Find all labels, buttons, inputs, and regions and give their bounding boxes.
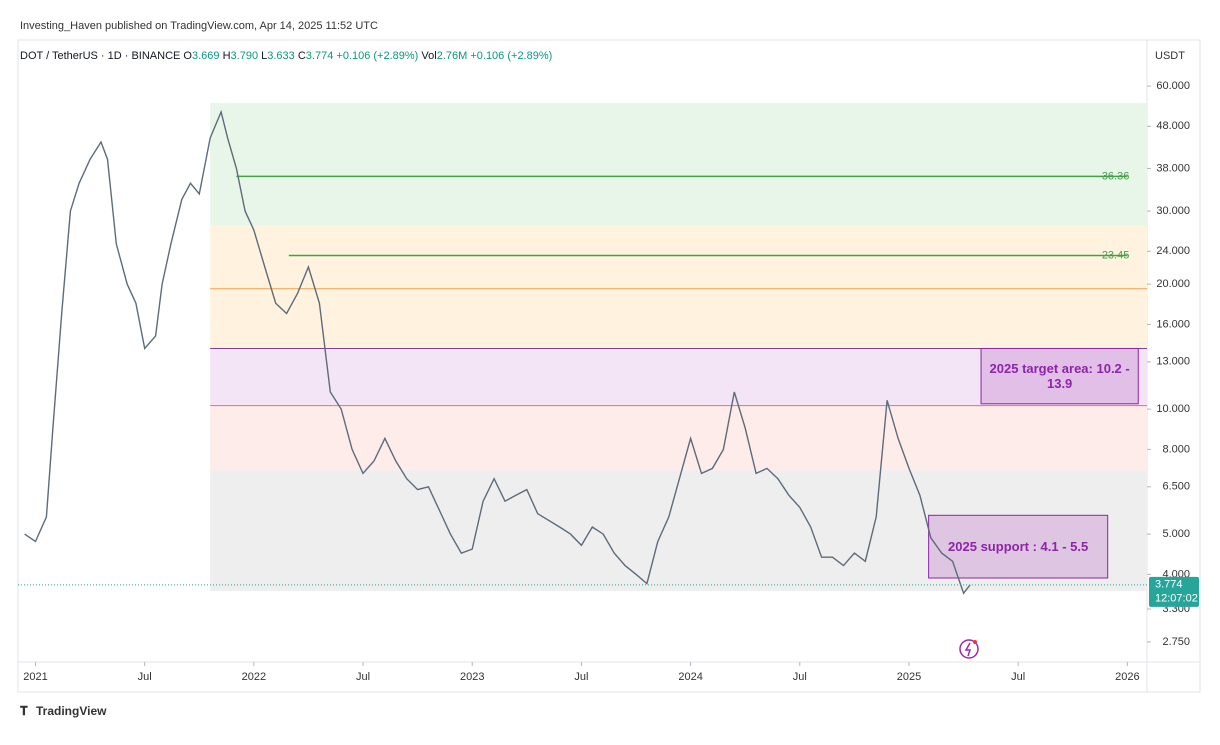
- x-tick-label: Jul: [138, 671, 152, 683]
- y-tick-label: 30.000: [1156, 205, 1190, 217]
- y-tick-label: 24.000: [1156, 245, 1190, 257]
- ohlc-item: L: [261, 50, 267, 62]
- x-tick-label: Jul: [1011, 671, 1025, 683]
- y-tick-label: 20.000: [1156, 278, 1190, 290]
- zone: [210, 348, 1147, 406]
- level-label: 23.45: [1102, 249, 1130, 261]
- x-tick-label: 2021: [23, 671, 47, 683]
- ohlc-item: 2.76M: [437, 50, 468, 62]
- zone: [210, 103, 1147, 226]
- ohlc-item: +0.106 (+2.89%): [470, 50, 552, 62]
- countdown: 12:07:02: [1155, 593, 1198, 605]
- publisher: Investing_Haven published on TradingView…: [20, 20, 378, 32]
- ohlc-item: +0.106 (+2.89%): [336, 50, 418, 62]
- ohlc-item: 3.774: [306, 50, 334, 62]
- y-tick-label: 13.000: [1156, 356, 1190, 368]
- x-tick-label: Jul: [356, 671, 370, 683]
- replay-icon[interactable]: [959, 639, 979, 659]
- price-line: [24, 109, 971, 595]
- footer: TradingView: [36, 704, 107, 718]
- ohlc-item: 3.790: [231, 50, 259, 62]
- annotation-wrap: 2025 support : 4.1 - 5.5: [948, 539, 1089, 555]
- y-tick-label: 5.000: [1162, 528, 1190, 540]
- ohlc-line: DOT / TetherUS · 1D · BINANCE O3.669 H3.…: [20, 50, 552, 62]
- last-price: 3.774: [1155, 579, 1183, 591]
- level-label: 36.36: [1102, 170, 1130, 182]
- currency: USDT: [1155, 50, 1185, 62]
- y-tick-label: 6.500: [1162, 481, 1190, 493]
- ohlc-item: H: [223, 50, 231, 62]
- annotation-box: [928, 514, 1109, 579]
- x-tick-label: Jul: [793, 671, 807, 683]
- x-tick-label: 2024: [678, 671, 702, 683]
- zone: [210, 405, 1147, 471]
- y-tick-label: 16.000: [1156, 318, 1190, 330]
- last-price-box: [1149, 576, 1199, 607]
- ohlc-item: DOT / TetherUS · 1D · BINANCE: [20, 50, 180, 62]
- y-tick-label: 38.000: [1156, 162, 1190, 174]
- ohlc-item: 3.633: [267, 50, 295, 62]
- zone: [210, 470, 1147, 591]
- x-tick-label: 2023: [460, 671, 484, 683]
- annotation-text: 2025 support : 4.1 - 5.5: [948, 539, 1089, 555]
- y-tick-label: 10.000: [1156, 403, 1190, 415]
- x-tick-label: 2026: [1115, 671, 1139, 683]
- ohlc-item: C: [298, 50, 306, 62]
- annotation-box: [980, 347, 1139, 405]
- ohlc-item: Vol: [421, 50, 436, 62]
- annotation-text: 2025 target area: 10.2 - 13.9: [989, 361, 1130, 392]
- y-tick-label: 2.750: [1162, 636, 1190, 648]
- x-tick-label: 2025: [897, 671, 921, 683]
- frame: [17, 39, 1201, 693]
- y-tick-label: 8.000: [1162, 443, 1190, 455]
- x-tick-label: 2022: [242, 671, 266, 683]
- y-tick-label: 60.000: [1156, 80, 1190, 92]
- zone: [210, 225, 1147, 349]
- annotation-wrap: 2025 target area: 10.2 - 13.9: [989, 361, 1130, 392]
- y-tick-label: 48.000: [1156, 120, 1190, 132]
- x-tick-label: Jul: [574, 671, 588, 683]
- ohlc-item: 3.669: [192, 50, 220, 62]
- ohlc-item: O: [183, 50, 192, 62]
- logo: 𝐓: [20, 704, 28, 718]
